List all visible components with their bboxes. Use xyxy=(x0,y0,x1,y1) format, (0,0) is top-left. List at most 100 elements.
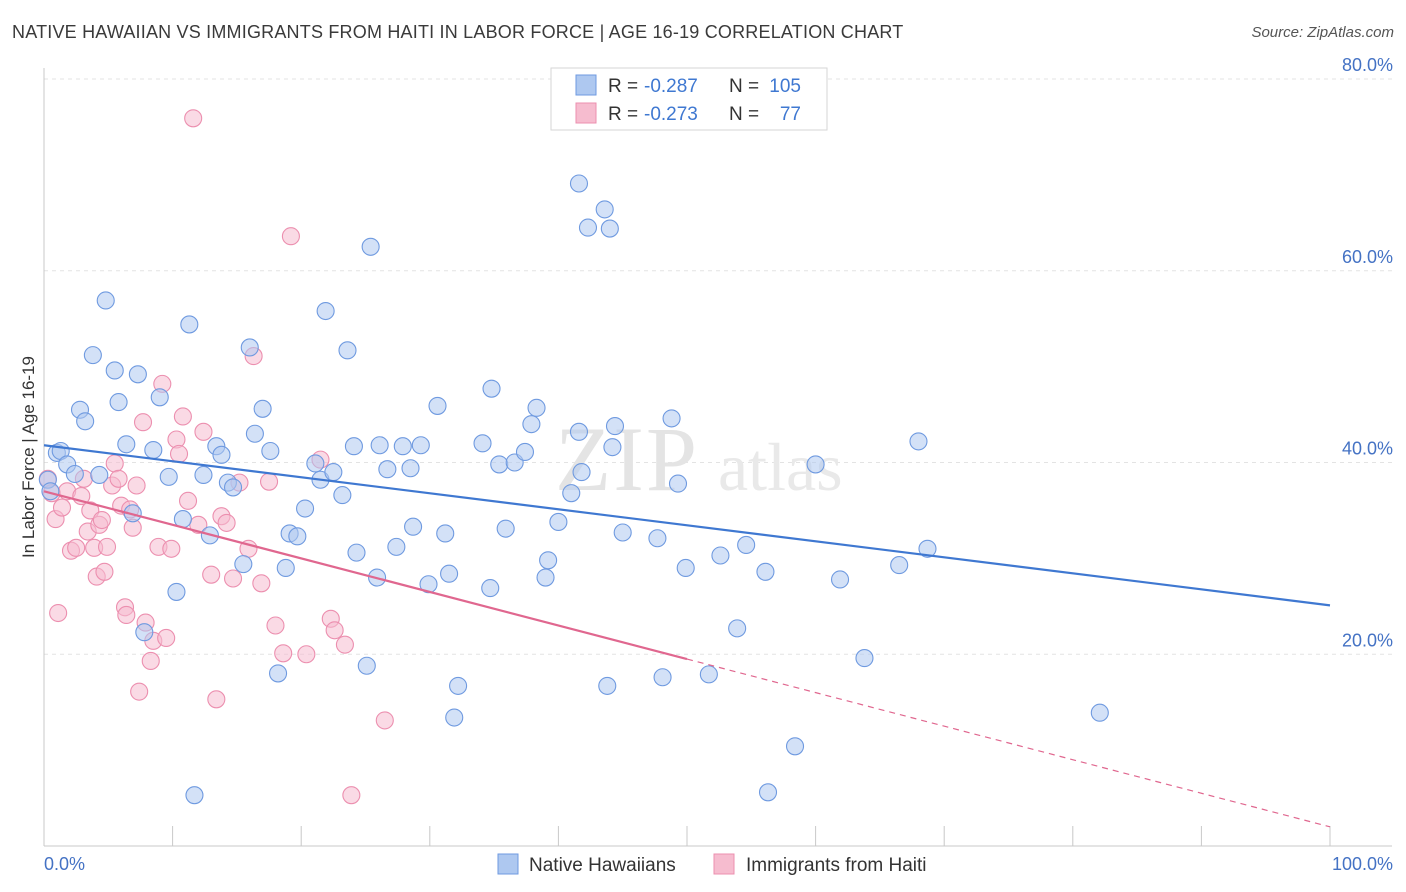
point-native-hawaiian-60[interactable] xyxy=(436,524,455,543)
point-haiti-4[interactable] xyxy=(52,498,72,517)
point-haiti-11[interactable] xyxy=(81,501,100,520)
point-native-hawaiian-88[interactable] xyxy=(653,668,672,687)
point-native-hawaiian-102[interactable] xyxy=(890,556,909,575)
point-native-hawaiian-72[interactable] xyxy=(527,398,546,417)
point-haiti-7[interactable] xyxy=(67,538,86,557)
point-native-hawaiian-9[interactable] xyxy=(90,465,109,485)
point-native-hawaiian-39[interactable] xyxy=(296,499,315,518)
point-native-hawaiian-96[interactable] xyxy=(756,562,775,581)
point-native-hawaiian-19[interactable] xyxy=(159,467,178,486)
point-native-hawaiian-75[interactable] xyxy=(549,512,568,531)
point-haiti-44[interactable] xyxy=(207,690,226,709)
point-native-hawaiian-82[interactable] xyxy=(600,219,619,238)
point-haiti-19[interactable] xyxy=(105,454,124,473)
point-native-hawaiian-46[interactable] xyxy=(344,437,363,456)
point-native-hawaiian-11[interactable] xyxy=(105,361,124,380)
point-native-hawaiian-49[interactable] xyxy=(361,237,380,256)
point-native-hawaiian-78[interactable] xyxy=(572,463,591,482)
point-native-hawaiian-48[interactable] xyxy=(357,656,376,675)
point-native-hawaiian-17[interactable] xyxy=(144,440,163,460)
point-haiti-26[interactable] xyxy=(127,476,146,495)
point-native-hawaiian-94[interactable] xyxy=(728,619,747,638)
point-native-hawaiian-89[interactable] xyxy=(662,409,681,428)
point-native-hawaiian-12[interactable] xyxy=(109,393,128,412)
point-native-hawaiian-91[interactable] xyxy=(676,558,695,578)
point-haiti-39[interactable] xyxy=(178,491,198,510)
point-native-hawaiian-58[interactable] xyxy=(419,575,438,594)
point-native-hawaiian-87[interactable] xyxy=(648,529,667,548)
point-native-hawaiian-85[interactable] xyxy=(605,417,625,436)
point-native-hawaiian-81[interactable] xyxy=(595,200,614,219)
point-haiti-53[interactable] xyxy=(266,616,285,635)
point-native-hawaiian-90[interactable] xyxy=(668,474,688,493)
point-native-hawaiian-57[interactable] xyxy=(411,436,430,455)
point-native-hawaiian-16[interactable] xyxy=(135,623,154,642)
point-native-hawaiian-99[interactable] xyxy=(806,455,825,474)
point-native-hawaiian-98[interactable] xyxy=(785,737,805,756)
point-native-hawaiian-103[interactable] xyxy=(909,432,928,451)
point-haiti-42[interactable] xyxy=(194,422,213,441)
point-native-hawaiian-65[interactable] xyxy=(482,379,501,398)
point-native-hawaiian-45[interactable] xyxy=(338,341,357,360)
point-native-hawaiian-56[interactable] xyxy=(404,517,423,536)
point-native-hawaiian-30[interactable] xyxy=(234,555,253,574)
point-native-hawaiian-101[interactable] xyxy=(855,649,874,668)
point-native-hawaiian-10[interactable] xyxy=(96,291,115,310)
point-native-hawaiian-95[interactable] xyxy=(737,535,756,555)
point-native-hawaiian-100[interactable] xyxy=(830,570,850,589)
point-native-hawaiian-104[interactable] xyxy=(918,539,937,558)
point-native-hawaiian-36[interactable] xyxy=(276,558,295,578)
point-haiti-52[interactable] xyxy=(259,472,279,491)
point-native-hawaiian-1[interactable] xyxy=(41,482,60,501)
point-native-hawaiian-33[interactable] xyxy=(253,399,272,418)
point-native-hawaiian-80[interactable] xyxy=(578,218,598,237)
point-haiti-59[interactable] xyxy=(325,621,344,640)
point-native-hawaiian-43[interactable] xyxy=(324,463,343,482)
bottom-legend-label-blue[interactable]: Native Hawaiians xyxy=(529,855,676,876)
point-native-hawaiian-32[interactable] xyxy=(245,424,264,443)
point-native-hawaiian-47[interactable] xyxy=(347,543,366,562)
point-haiti-28[interactable] xyxy=(133,413,153,432)
point-native-hawaiian-44[interactable] xyxy=(333,486,352,505)
point-haiti-23[interactable] xyxy=(117,605,136,624)
point-haiti-47[interactable] xyxy=(223,569,243,588)
point-haiti-20[interactable] xyxy=(109,469,128,488)
point-haiti-16[interactable] xyxy=(95,562,114,581)
point-native-hawaiian-79[interactable] xyxy=(569,174,589,193)
point-native-hawaiian-38[interactable] xyxy=(288,527,307,546)
point-native-hawaiian-67[interactable] xyxy=(490,455,509,474)
point-native-hawaiian-93[interactable] xyxy=(711,546,730,565)
point-haiti-61[interactable] xyxy=(342,786,361,805)
point-native-hawaiian-73[interactable] xyxy=(536,568,555,587)
point-native-hawaiian-5[interactable] xyxy=(65,464,84,484)
point-native-hawaiian-66[interactable] xyxy=(481,579,500,598)
point-native-hawaiian-7[interactable] xyxy=(76,412,95,431)
point-haiti-60[interactable] xyxy=(335,635,354,654)
point-native-hawaiian-29[interactable] xyxy=(223,478,243,497)
point-haiti-55[interactable] xyxy=(281,227,300,246)
point-haiti-56[interactable] xyxy=(297,645,316,664)
point-haiti-46[interactable] xyxy=(217,513,236,532)
point-native-hawaiian-77[interactable] xyxy=(569,422,589,441)
point-native-hawaiian-34[interactable] xyxy=(261,441,280,461)
point-native-hawaiian-22[interactable] xyxy=(180,315,199,334)
point-haiti-17[interactable] xyxy=(97,537,117,556)
point-native-hawaiian-64[interactable] xyxy=(473,434,492,453)
point-haiti-15[interactable] xyxy=(92,510,111,530)
bottom-legend-label-pink[interactable]: Immigrants from Haiti xyxy=(746,855,927,876)
point-native-hawaiian-105[interactable] xyxy=(1090,703,1109,722)
point-native-hawaiian-68[interactable] xyxy=(496,519,515,538)
point-native-hawaiian-42[interactable] xyxy=(316,301,335,321)
point-native-hawaiian-61[interactable] xyxy=(440,564,459,583)
point-native-hawaiian-15[interactable] xyxy=(128,365,147,384)
point-native-hawaiian-97[interactable] xyxy=(758,783,778,802)
point-native-hawaiian-63[interactable] xyxy=(445,708,464,727)
point-native-hawaiian-51[interactable] xyxy=(370,436,389,455)
point-native-hawaiian-13[interactable] xyxy=(117,435,136,454)
point-native-hawaiian-83[interactable] xyxy=(598,676,617,695)
point-native-hawaiian-20[interactable] xyxy=(167,582,186,601)
point-haiti-30[interactable] xyxy=(141,651,160,671)
point-native-hawaiian-76[interactable] xyxy=(562,484,581,503)
point-native-hawaiian-35[interactable] xyxy=(269,664,288,683)
point-native-hawaiian-55[interactable] xyxy=(401,459,420,478)
